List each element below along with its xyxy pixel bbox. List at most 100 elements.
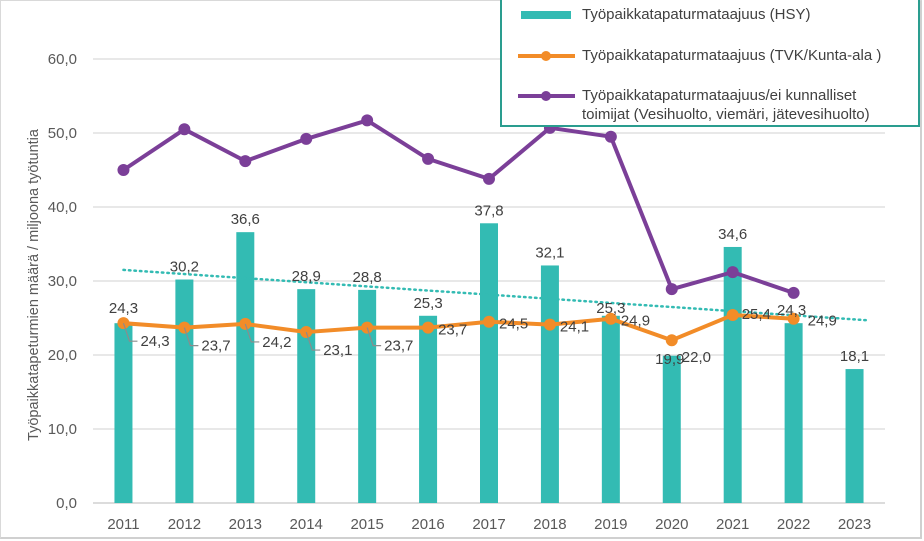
bar-data-label: 28,8 <box>353 269 382 286</box>
legend-line-marker-icon <box>518 86 578 105</box>
data-point <box>483 315 495 328</box>
line-data-label: 22,0 <box>682 349 711 366</box>
trendline <box>122 268 868 322</box>
series-line <box>123 313 794 343</box>
x-tick-label: 2022 <box>777 516 810 533</box>
x-tick-label: 2011 <box>107 516 139 533</box>
line-data-label: 23,7 <box>201 338 230 355</box>
bar <box>540 265 559 503</box>
x-tick-label: 2021 <box>716 516 749 533</box>
bar <box>601 315 620 503</box>
bar <box>297 289 316 503</box>
legend-item-tvk: Työpaikkatapaturmataajuus (TVK/Kunta-ala… <box>502 46 881 65</box>
bar-data-label: 30,2 <box>170 259 199 276</box>
x-tick-label: 2014 <box>290 516 323 533</box>
data-point <box>483 172 495 185</box>
line-data-label: 24,3 <box>140 333 169 350</box>
legend-label: Työpaikkatapaturmataajuus (HSY) <box>582 6 811 23</box>
bar <box>419 315 438 503</box>
data-point <box>787 286 800 299</box>
bar <box>845 369 864 503</box>
bar-data-label: 37,8 <box>474 202 503 219</box>
bar-data-label: 19,9 <box>655 351 684 368</box>
legend-bar-swatch-icon <box>518 5 578 24</box>
bar-data-label: 18,1 <box>840 348 869 365</box>
legend-item-ei-kunnalliset: Työpaikkatapaturmataajuus/ei kunnalliset… <box>502 86 870 124</box>
y-tick-label: 60,0 <box>48 51 77 68</box>
bar <box>723 246 742 503</box>
data-point <box>422 321 435 334</box>
bar-data-label: 36,6 <box>231 211 260 228</box>
x-tick-label: 2013 <box>229 516 262 533</box>
bar-series-hsy <box>114 223 864 503</box>
line-data-label: 24,5 <box>499 316 528 333</box>
y-tick-label: 20,0 <box>48 347 77 364</box>
y-tick-label: 50,0 <box>48 125 77 142</box>
data-point <box>726 309 739 322</box>
bar <box>114 323 133 503</box>
bar <box>480 223 498 503</box>
bar-data-label: 28,9 <box>292 268 321 285</box>
y-axis-ticks: 0,0 10,0 20,0 30,0 40,0 50,0 60,0 <box>48 51 77 512</box>
series-line <box>122 118 795 295</box>
leader-line <box>244 323 260 343</box>
bar <box>358 289 377 503</box>
data-labels: 24,3 30,2 36,6 28,9 28,8 25,3 37,8 32,1 25,3 19,9… <box>109 202 869 368</box>
y-tick-label: 0,0 <box>56 495 77 512</box>
x-axis-ticks: 2011 2012 2013 2014 2015 2016 2017 2018 2019 2020… <box>107 516 871 533</box>
line-data-label: 23,1 <box>323 342 352 359</box>
leader-line <box>183 327 199 347</box>
data-point <box>665 334 678 347</box>
leader-line <box>122 322 138 342</box>
legend: Työpaikkatapaturmataajuus (HSY) Työpaikk… <box>500 0 920 127</box>
bar-data-label: 25,3 <box>413 295 442 312</box>
bar <box>236 232 255 503</box>
data-point <box>787 312 800 325</box>
x-tick-label: 2018 <box>533 516 566 533</box>
line-data-label: 23,7 <box>438 322 467 339</box>
legend-label: Työpaikkatapaturmataajuus/ei kunnalliset… <box>582 87 870 123</box>
legend-item-hsy: Työpaikkatapaturmataajuus (HSY) <box>502 5 810 24</box>
data-point <box>604 312 617 325</box>
data-point <box>604 130 617 143</box>
bar <box>175 279 194 503</box>
line-series-tvk <box>117 309 800 347</box>
data-point <box>726 266 739 279</box>
data-point <box>300 132 313 145</box>
bar <box>784 323 803 503</box>
bar-data-label: 24,3 <box>777 302 806 319</box>
line-data-label: 24,2 <box>262 334 291 351</box>
data-point <box>422 152 435 165</box>
x-tick-label: 2019 <box>594 516 627 533</box>
line-data-label: 24,9 <box>808 313 837 330</box>
bar-data-label: 25,3 <box>596 300 625 317</box>
line-data-label: 24,9 <box>621 313 650 330</box>
x-tick-label: 2012 <box>168 516 201 533</box>
line-series-ei-kunnalliset <box>117 114 800 299</box>
trendline-path <box>122 268 868 322</box>
y-axis-label: Työpaikkatapeturmien määrä / miljoona ty… <box>26 128 42 441</box>
data-point <box>361 114 374 127</box>
bar-data-label: 24,3 <box>109 300 138 317</box>
data-point <box>117 164 130 176</box>
y-tick-label: 10,0 <box>48 421 77 438</box>
leader-line <box>366 327 382 347</box>
leader-line <box>305 331 321 351</box>
bar-data-label: 34,6 <box>718 226 747 243</box>
line-data-label: 25,4 <box>742 306 771 323</box>
x-tick-label: 2020 <box>655 516 688 533</box>
y-tick-label: 40,0 <box>48 199 77 216</box>
line-data-label: 23,7 <box>384 338 413 355</box>
x-tick-label: 2017 <box>472 516 505 533</box>
x-tick-label: 2016 <box>411 516 444 533</box>
x-tick-label: 2023 <box>838 516 871 533</box>
data-point <box>178 123 191 136</box>
x-tick-label: 2015 <box>350 516 383 533</box>
bar <box>662 355 681 503</box>
data-point <box>543 318 556 331</box>
y-tick-label: 30,0 <box>48 273 77 290</box>
legend-label: Työpaikkatapaturmataajuus (TVK/Kunta-ala… <box>582 47 882 64</box>
legend-line-marker-icon <box>518 46 578 65</box>
